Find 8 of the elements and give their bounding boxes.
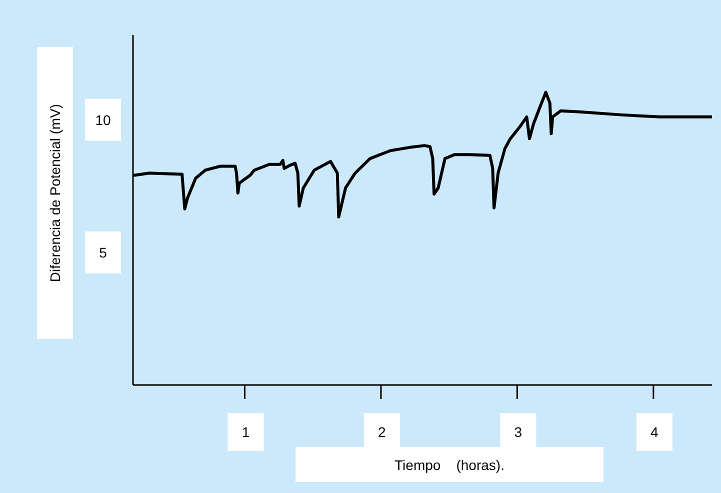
x-tick-label: 4 bbox=[650, 424, 659, 440]
y-tick-label: 10 bbox=[95, 112, 111, 128]
x-tick-label: 3 bbox=[514, 424, 522, 440]
y-tick-label: 5 bbox=[99, 244, 108, 260]
x-tick-label: 1 bbox=[242, 424, 250, 440]
y-axis-title: Diferencia de Potencial (mV) bbox=[47, 104, 63, 282]
x-axis-title: Tiempo (horas). bbox=[394, 457, 504, 473]
x-tick-label: 2 bbox=[378, 424, 386, 440]
